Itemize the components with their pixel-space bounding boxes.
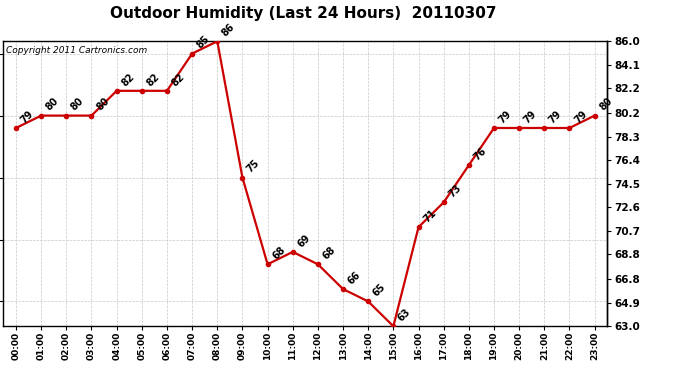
- Text: 68: 68: [321, 245, 337, 261]
- Text: 80: 80: [598, 96, 614, 113]
- Text: 82: 82: [119, 71, 136, 88]
- Text: 79: 79: [547, 109, 564, 125]
- Text: 69: 69: [295, 232, 312, 249]
- Text: 82: 82: [145, 71, 161, 88]
- Text: 79: 79: [19, 109, 35, 125]
- Text: 80: 80: [44, 96, 61, 113]
- Text: 80: 80: [95, 96, 111, 113]
- Text: 86: 86: [220, 22, 237, 39]
- Text: 80: 80: [69, 96, 86, 113]
- Text: 73: 73: [446, 183, 463, 200]
- Text: 76: 76: [472, 146, 489, 162]
- Text: 79: 79: [572, 109, 589, 125]
- Text: Outdoor Humidity (Last 24 Hours)  20110307: Outdoor Humidity (Last 24 Hours) 2011030…: [110, 6, 497, 21]
- Text: 66: 66: [346, 270, 362, 286]
- Text: 82: 82: [170, 71, 186, 88]
- Text: Copyright 2011 Cartronics.com: Copyright 2011 Cartronics.com: [6, 45, 148, 54]
- Text: 85: 85: [195, 34, 212, 51]
- Text: 63: 63: [396, 307, 413, 324]
- Text: 79: 79: [522, 109, 539, 125]
- Text: 75: 75: [245, 158, 262, 175]
- Text: 65: 65: [371, 282, 388, 299]
- Text: 71: 71: [422, 208, 438, 224]
- Text: 79: 79: [497, 109, 513, 125]
- Text: 68: 68: [270, 245, 287, 261]
